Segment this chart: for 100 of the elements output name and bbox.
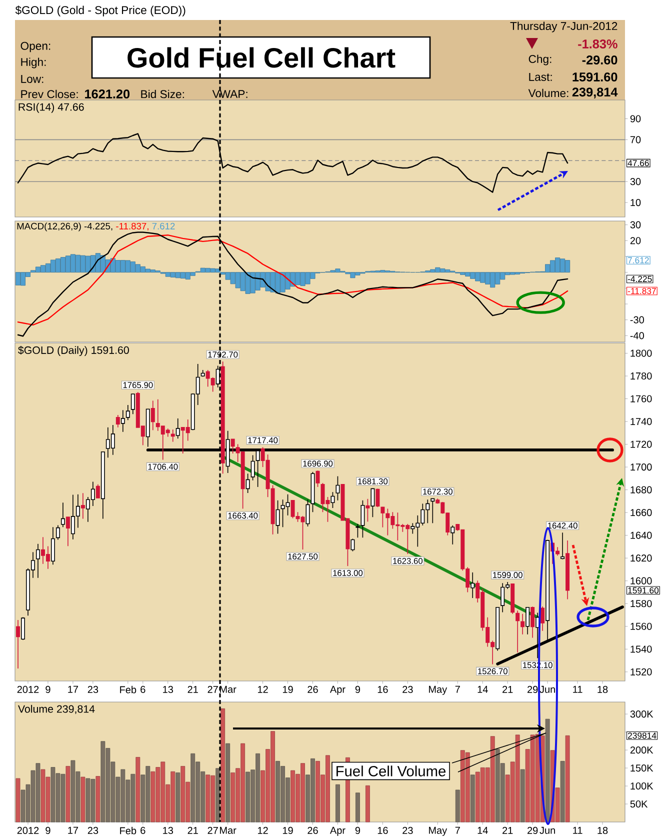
candlestick <box>530 606 535 638</box>
x-tick-label: 7 <box>455 686 460 693</box>
candlestick <box>120 410 125 432</box>
x-tick-label: 12 <box>258 686 268 693</box>
candlestick <box>366 498 370 522</box>
candlestick <box>330 492 335 508</box>
annotation: 1706.40 <box>148 464 178 470</box>
candlestick <box>66 516 70 547</box>
candlestick <box>150 400 155 431</box>
x-tick-label: 21 <box>502 686 513 693</box>
x-tick-label: 14 <box>478 686 488 693</box>
y-tick-label: 1740 <box>630 418 652 426</box>
bar <box>220 708 226 822</box>
annotation: 1526.70 <box>478 668 508 674</box>
candlestick <box>276 500 280 534</box>
candlestick <box>20 616 25 640</box>
text: -4.225 <box>628 276 652 282</box>
text: Open: <box>20 42 50 52</box>
text: Bid Size: <box>141 90 184 98</box>
x-tick-label: 9 <box>355 826 360 834</box>
text: Gold Fuel Cell Chart <box>128 47 396 68</box>
bar <box>356 792 360 822</box>
text: 1591.60 <box>628 587 659 594</box>
x-tick-label: 13 <box>163 686 173 694</box>
candlestick <box>430 498 435 524</box>
y-tick-label: 1540 <box>630 646 652 653</box>
x-tick-label: 19 <box>282 826 293 834</box>
x-tick-label: 21 <box>188 826 198 834</box>
series-label: MACD(12,26,9) -4.225, <box>17 222 112 232</box>
text: Chg: <box>528 54 552 66</box>
text: -29.60 <box>582 56 618 64</box>
y-tick-label: 200K <box>630 746 654 754</box>
candlestick <box>60 502 65 528</box>
candlestick <box>16 620 20 669</box>
bar <box>366 785 370 822</box>
x-tick-label: 17 <box>68 686 78 693</box>
y-tick-label: 1620 <box>630 554 652 562</box>
x-tick-label: 23 <box>402 686 413 694</box>
candlestick <box>116 414 120 428</box>
y-tick-label: 70 <box>630 136 641 144</box>
candlestick <box>350 538 355 552</box>
x-tick-label: 7 <box>455 826 460 834</box>
chart-title: Volume 239,814 <box>18 704 95 714</box>
text: Volume: <box>528 88 568 98</box>
y-tick-label: 90 <box>630 115 641 122</box>
x-tick-label: 29 <box>528 826 538 834</box>
x-tick-label: 29 <box>528 686 538 694</box>
candlestick <box>130 393 135 415</box>
chart-title: $GOLD (Daily) 1591.60 <box>18 346 129 356</box>
text: Prev Close: <box>21 90 78 98</box>
candlestick <box>170 429 175 442</box>
x-tick-label: 21 <box>188 686 198 693</box>
x-tick-label: 23 <box>88 686 98 694</box>
x-tick-label: 23 <box>88 826 98 834</box>
candlestick <box>246 473 250 494</box>
bar <box>545 718 550 822</box>
text: 1621.20 <box>85 90 130 98</box>
annotation: 1663.40 <box>228 512 258 519</box>
x-tick-label: 18 <box>598 826 608 834</box>
candlestick <box>526 606 530 635</box>
annotation: 1627.50 <box>288 554 318 560</box>
y-tick-label: 1720 <box>630 440 652 448</box>
x-tick-label: Feb <box>120 826 136 834</box>
bar <box>16 778 20 822</box>
y-tick-label: 1700 <box>630 464 652 471</box>
y-tick-label: 1760 <box>630 395 652 402</box>
x-tick-label: 11 <box>573 826 582 834</box>
annotation: 1599.00 <box>493 572 522 578</box>
x-tick-label: 6 <box>140 686 146 694</box>
bar <box>96 776 100 822</box>
chart-title: RSI(14) 47.66 <box>18 102 84 113</box>
bar <box>560 760 565 822</box>
text: Low: <box>21 75 44 83</box>
x-tick-label: 11 <box>573 686 582 693</box>
text: 7.612 <box>152 222 175 230</box>
x-tick-label: 9 <box>46 686 50 694</box>
annotation: 1613.00 <box>333 570 363 576</box>
candlestick <box>380 506 385 528</box>
candlestick <box>36 543 40 578</box>
x-tick-label: 16 <box>378 686 388 694</box>
annotation: 1765.90 <box>123 382 153 388</box>
candlestick <box>360 500 365 538</box>
annotation: 1623.60 <box>393 558 423 564</box>
x-tick-label: 27 <box>208 686 218 693</box>
candlestick <box>470 572 475 598</box>
x-tick-label: Mar <box>220 826 236 834</box>
text: Last: <box>529 73 552 81</box>
y-tick-label: 30 <box>630 221 641 228</box>
x-tick-label: Apr <box>330 826 346 836</box>
annotation: 1642.40 <box>548 522 578 529</box>
x-tick-label: Feb <box>120 686 136 694</box>
text: 239,814 <box>572 88 618 98</box>
y-tick-label: 1520 <box>630 668 652 676</box>
candlestick <box>50 526 55 565</box>
candlestick <box>250 454 255 481</box>
candlestick <box>370 488 375 518</box>
y-tick-label: 50K <box>630 800 648 808</box>
x-tick-label: May <box>429 826 448 836</box>
bar <box>470 774 475 822</box>
text: High: <box>21 58 46 68</box>
